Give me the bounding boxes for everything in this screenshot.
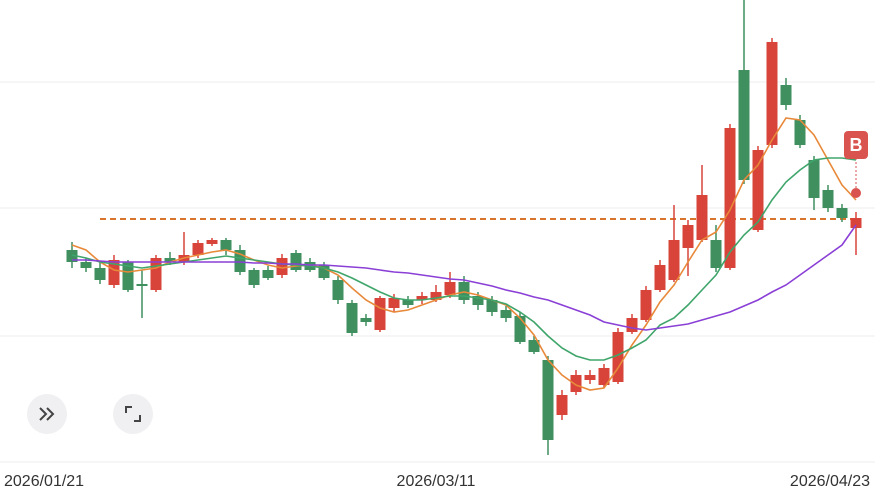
candle-body <box>486 300 498 312</box>
candle-body <box>220 240 232 250</box>
candle-body <box>136 284 148 286</box>
marker-badge <box>844 131 868 159</box>
candle-body <box>822 190 834 208</box>
candle-body <box>318 265 330 278</box>
candle-body <box>206 240 218 244</box>
candle-body <box>458 282 470 300</box>
candle-body <box>556 395 568 415</box>
candle-body <box>346 303 358 333</box>
forward-button[interactable] <box>27 394 67 434</box>
candle-body <box>430 292 442 300</box>
candle-body <box>640 290 652 320</box>
candle-body <box>654 265 666 290</box>
candle-body <box>696 195 708 240</box>
candle-body <box>122 262 134 290</box>
candle-body <box>192 243 204 255</box>
candle-body <box>598 368 610 385</box>
candle-body <box>766 42 778 145</box>
candle-body <box>668 240 680 280</box>
candle-body <box>626 318 638 332</box>
candle-body <box>374 298 386 330</box>
x-tick-label: 2026/03/11 <box>397 473 476 490</box>
marker-label: B <box>850 135 863 155</box>
candle-body <box>150 258 162 290</box>
candle-body <box>500 310 512 318</box>
candle-body <box>108 260 120 285</box>
candle-body <box>612 332 624 382</box>
candle-body <box>164 258 176 262</box>
x-tick-label: 2026/01/21 <box>4 473 84 490</box>
candle-body <box>444 282 456 295</box>
candle-body <box>836 208 848 218</box>
candle-body <box>472 296 484 305</box>
candle-body <box>850 218 862 228</box>
candle-body <box>542 360 554 440</box>
forward-icon <box>39 407 55 421</box>
marker-dot <box>851 188 861 198</box>
candle-body <box>528 340 540 352</box>
candle-body <box>682 225 694 248</box>
candle-body <box>262 270 274 278</box>
expand-icon <box>125 406 141 422</box>
candle-body <box>402 300 414 305</box>
candle-body <box>94 268 106 280</box>
candle-body <box>780 85 792 105</box>
candle-body <box>234 250 246 272</box>
candle-body <box>360 318 372 322</box>
candle-body <box>738 70 750 180</box>
candle-body <box>724 128 736 268</box>
candle-body <box>794 120 806 145</box>
average-line <box>71 157 857 361</box>
candle-body <box>710 240 722 268</box>
average-line <box>71 117 857 391</box>
candle-body <box>248 270 260 285</box>
candle-body <box>276 258 288 275</box>
candle-body <box>416 296 428 300</box>
average-line <box>72 224 857 331</box>
candle-body <box>570 375 582 392</box>
candle-body <box>332 280 344 300</box>
candle-body <box>66 250 78 262</box>
candle-body <box>584 375 596 380</box>
expand-button[interactable] <box>113 394 153 434</box>
candle-body <box>290 253 302 270</box>
candle-body <box>808 160 820 198</box>
candle-body <box>80 262 92 268</box>
candle-body <box>388 298 400 308</box>
candle-body <box>514 316 526 342</box>
candle-body <box>752 150 764 230</box>
x-tick-label: 2026/04/23 <box>790 473 870 490</box>
